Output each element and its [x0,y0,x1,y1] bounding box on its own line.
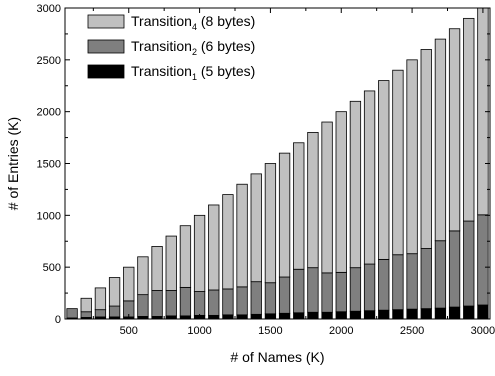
bar-s2-x2700 [434,240,447,309]
y-tick-label: 2500 [37,55,61,67]
legend-swatch-1 [87,64,125,79]
bar-s3-x1400 [250,173,262,283]
bar-s1-x1600 [278,312,291,320]
bar-s1-x2300 [378,309,390,320]
bar-s2-x100 [66,308,78,319]
bar-s2-x1900 [321,272,333,313]
bar-s1-x2600 [420,308,432,320]
bar-s3-x700 [151,246,163,291]
bar-s1-x1400 [250,313,262,320]
bar-s2-x1000 [193,291,206,316]
bar-s2-x1200 [222,288,234,316]
bar-s1-x1300 [236,314,248,320]
bar-s1-x2800 [448,306,461,320]
y-tick-label: 500 [43,262,61,274]
bar-s1-x2200 [363,310,376,320]
bar-s1-x1800 [307,311,319,320]
bar-s1-x2400 [392,309,404,320]
bar-s2-x2500 [406,253,418,310]
bar-s2-x1800 [307,267,319,313]
x-tick-label: 1000 [187,325,211,337]
bar-s2-x2300 [378,258,390,311]
legend-swatch-2 [87,39,125,54]
bar-s3-x2000 [335,111,347,273]
bar-s2-x1500 [264,282,277,315]
bar-s3-x1300 [236,183,248,288]
y-tick-label: 3000 [37,3,61,15]
y-tick-label: 0 [55,314,61,326]
x-tick-label: 2000 [329,325,353,337]
x-tick-label: 2500 [400,325,424,337]
bar-s1-x1100 [208,314,220,320]
bar-s1-x2700 [434,307,447,320]
x-tick-label: 500 [120,325,138,337]
bar-s2-x1400 [250,281,262,315]
bar-s1-x2900 [463,305,475,320]
bar-s3-x1500 [264,163,277,284]
x-tick-label: 3000 [471,325,495,337]
bar-s1-x2100 [349,310,362,320]
bar-s2-x800 [165,290,177,317]
y-tick-label: 2000 [37,107,61,119]
bar-s3-x2100 [349,100,362,269]
y-axis-label: # of Entries (K) [5,117,21,210]
bar-s3-x900 [179,225,192,288]
bar-s3-x2500 [406,59,418,255]
y-tick-label: 1500 [37,159,61,171]
bar-s3-x200 [80,297,92,313]
bar-s1-x1700 [293,312,305,320]
x-tick-label: 1500 [258,325,282,337]
bars-layer [66,7,489,320]
bar-s3-x1000 [193,214,206,292]
bar-s3-x1900 [321,121,333,274]
bar-s2-x1600 [278,276,291,314]
bar-s3-x2200 [363,90,376,265]
bar-s3-x2800 [448,28,461,232]
y-tick-label: 1000 [37,210,61,222]
bar-s3-x400 [108,277,121,307]
bar-s3-x2400 [392,69,404,256]
bar-s3-x2600 [420,49,432,249]
legend-label-3: Transition4 (8 bytes) [131,13,255,32]
bar-s2-x2800 [448,230,461,308]
bar-s3-x1700 [293,142,305,270]
bar-s2-x200 [80,311,92,318]
bar-s3-x2700 [434,38,447,242]
bar-s2-x2200 [363,263,376,312]
bar-s3-x1800 [307,131,319,269]
bar-s2-x1300 [236,286,248,316]
bar-s2-x2600 [420,248,432,310]
legend-label-2: Transition2 (6 bytes) [131,38,255,57]
x-axis-label: # of Names (K) [230,349,324,365]
axes-layer: 0 500 1000 1500 2000 2500 3000 500 1000 1500 2000 2… [37,3,495,337]
bar-s2-x900 [179,286,192,317]
bar-s2-x600 [137,294,149,317]
bar-s2-x2000 [335,271,347,313]
bar-s3-x1100 [208,204,220,291]
bar-s3-x1200 [222,194,234,290]
bar-s2-x1100 [208,289,220,316]
bar-s1-x1900 [321,311,333,320]
legend-label-1: Transition1 (5 bytes) [131,63,255,82]
bar-s3-x2300 [378,80,390,260]
bar-s2-x2100 [349,267,362,312]
bar-s3-x600 [137,256,149,296]
bar-s2-x3000 [477,214,489,306]
bar-s3-x1600 [278,152,291,278]
legend: Transition4 (8 bytes) Transition2 (6 byte… [87,13,255,82]
bar-s3-x800 [165,235,177,291]
bar-s2-x1700 [293,268,305,314]
bar-s3-x2900 [463,17,475,222]
bar-s3-x300 [94,287,107,311]
bar-s2-x300 [94,309,107,318]
bar-s1-x1200 [222,314,234,320]
bar-s3-x500 [123,266,135,302]
bar-s2-x700 [151,290,163,317]
legend-swatch-3 [87,14,125,29]
bar-s2-x2900 [463,220,475,307]
bar-s2-x400 [108,305,121,318]
bar-s2-x2400 [392,254,404,311]
